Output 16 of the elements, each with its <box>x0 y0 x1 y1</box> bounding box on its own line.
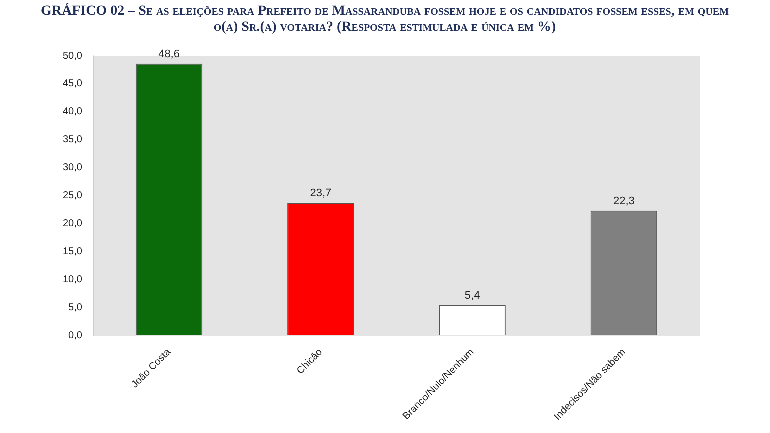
y-tick-label: 35,0 <box>62 134 83 146</box>
y-tick-label: 10,0 <box>62 274 83 286</box>
y-tick-label: 20,0 <box>62 218 83 230</box>
chart-title: GRÁFICO 02 – Se as eleições para Prefeito de Massaranduba fossem hoje e os candidatos fossem esses, em quem o(a) Sr.(a) votaria? (Resposta estimulada e única em %) <box>40 2 730 36</box>
data-label: 48,6 <box>158 48 180 60</box>
data-label: 22,3 <box>613 195 635 208</box>
y-tick-label: 40,0 <box>62 106 83 118</box>
y-tick-label: 25,0 <box>62 190 83 202</box>
y-tick-label: 50,0 <box>62 50 83 62</box>
y-tick-label: 45,0 <box>62 78 83 90</box>
data-label: 23,7 <box>310 188 332 200</box>
y-tick-label: 15,0 <box>62 246 83 258</box>
y-tick-label: 30,0 <box>62 162 83 174</box>
data-label: 5,4 <box>464 290 480 302</box>
y-tick-label: 5,0 <box>68 302 83 314</box>
y-tick-label: 0,0 <box>68 330 83 342</box>
